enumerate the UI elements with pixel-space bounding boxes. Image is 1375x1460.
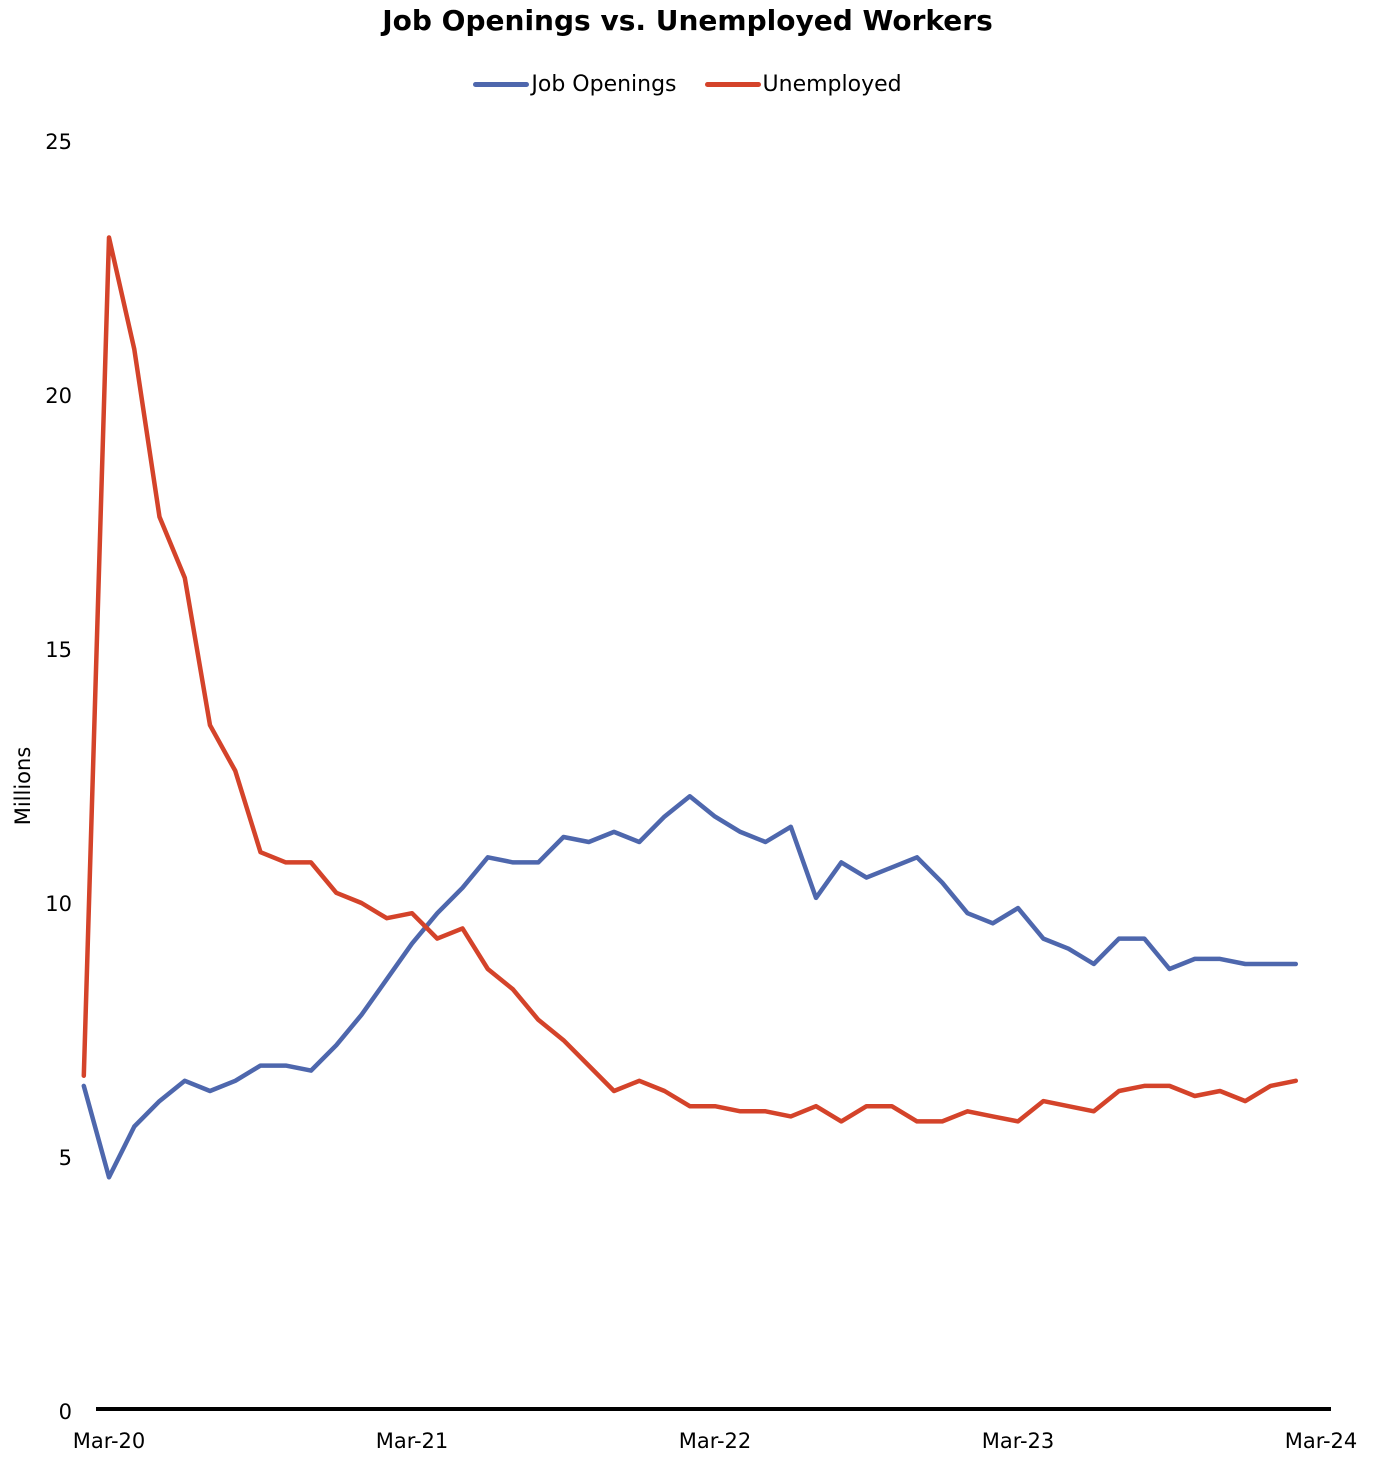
x-axis-ticks: Mar-20 Mar-21 Mar-22 Mar-23 Mar-24: [73, 1429, 1358, 1453]
legend-item-job-openings: Job Openings: [473, 72, 677, 97]
legend-label-unemployed: Unemployed: [762, 72, 902, 97]
y-tick-label: 0: [59, 1400, 72, 1424]
y-axis-title: Millions: [11, 747, 35, 826]
legend-item-unemployed: Unemployed: [704, 72, 902, 97]
x-tick-label: Mar-21: [376, 1429, 449, 1453]
legend-label-job-openings: Job Openings: [531, 72, 677, 97]
legend-swatch-unemployed: [704, 82, 761, 87]
x-tick-label: Mar-22: [679, 1429, 752, 1453]
y-tick-label: 5: [59, 1146, 72, 1170]
y-tick-label: 10: [45, 892, 72, 916]
chart-title: Job Openings vs. Unemployed Workers: [382, 4, 993, 37]
x-tick-label: Mar-24: [1285, 1429, 1358, 1453]
legend: Job Openings Unemployed: [0, 72, 1375, 97]
series-layer: [81, 235, 1299, 1180]
series-line-job-openings: [81, 794, 1299, 1180]
legend-swatch-job-openings: [473, 82, 530, 87]
y-tick-label: 15: [45, 638, 72, 662]
y-tick-label: 25: [45, 130, 72, 154]
x-tick-label: Mar-20: [73, 1429, 146, 1453]
series-line-unemployed: [81, 235, 1299, 1124]
x-tick-label: Mar-23: [982, 1429, 1055, 1453]
y-axis-ticks: 0 5 10 15 20 25: [45, 130, 72, 1424]
y-tick-label: 20: [45, 384, 72, 408]
